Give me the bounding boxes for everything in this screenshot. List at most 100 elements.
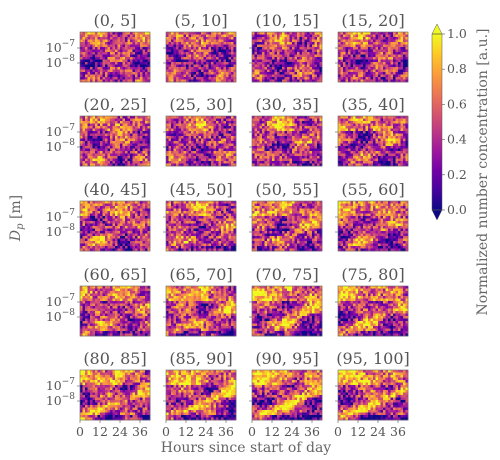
heatmap-panels: (0, 5]10−710−8(5, 10] (10, 15] (15, 20](20… <box>46 11 410 439</box>
panel-title: (75, 80] <box>341 265 404 284</box>
panel-frame <box>165 31 237 83</box>
y-axis-label-subscript: p <box>15 223 26 230</box>
panel-title: (85, 90] <box>169 349 232 368</box>
heatmap-cells <box>338 116 409 167</box>
panel: (80, 85] 10−710−8 0 12 24 36 <box>46 349 151 439</box>
panel-title: (45, 50] <box>169 180 232 199</box>
heatmap-cells <box>80 116 151 167</box>
panel-frame <box>251 285 323 337</box>
x-tick-label: 0 <box>334 424 342 439</box>
y-tick-label: 10−7 <box>46 39 75 55</box>
panel: (95, 100] 0 12 24 36 <box>334 349 410 439</box>
panel: (0, 5] 10−710−8 <box>46 11 151 83</box>
colorbar-tick-label: 0.2 <box>447 167 467 182</box>
panel-frame <box>251 200 323 252</box>
panel-title: (30, 35] <box>255 95 318 114</box>
panel: (40, 45] 10−710−8 <box>46 180 151 252</box>
colorbar-tick-label: 1.0 <box>447 26 467 41</box>
panel-title: (80, 85] <box>83 349 146 368</box>
heatmap-cells <box>80 370 151 421</box>
panel: (10, 15] <box>249 11 323 83</box>
heatmap-cells <box>338 32 409 83</box>
panel-frame <box>165 369 237 421</box>
panel-title: (15, 20] <box>341 11 404 30</box>
panel: (45, 50] <box>163 180 237 252</box>
panel: (55, 60] <box>335 180 409 252</box>
heatmap-cells <box>166 286 237 337</box>
panel-title: (60, 65] <box>83 265 146 284</box>
panel-frame <box>337 285 409 337</box>
heatmap-cells <box>252 370 323 421</box>
heatmap-cells <box>80 201 151 252</box>
panel-title: (40, 45] <box>83 180 146 199</box>
panel-title: (65, 70] <box>169 265 232 284</box>
colorbar: 0.0 0.2 0.4 0.6 0.8 1.0 Normalized number conc… <box>431 23 491 316</box>
panel-title: (55, 60] <box>341 180 404 199</box>
x-tick-label: 12 <box>350 424 366 439</box>
panel: (65, 70] <box>163 265 237 337</box>
y-tick-label: 10−8 <box>46 138 75 154</box>
panel-title: (70, 75] <box>255 265 318 284</box>
heatmap-cells <box>252 201 323 252</box>
panel: (35, 40] <box>335 95 409 167</box>
x-axis-label: Hours since start of day <box>161 440 332 456</box>
panel-title: (50, 55] <box>255 180 318 199</box>
x-tick-label: 24 <box>284 424 300 439</box>
y-axis-label: Dp [m] <box>8 195 26 242</box>
panel-frame <box>337 31 409 83</box>
panel-frame <box>79 31 151 83</box>
x-tick-label: 36 <box>132 424 148 439</box>
colorbar-tick-label: 0.8 <box>447 61 467 76</box>
y-tick-label: 10−7 <box>46 208 75 224</box>
y-axis-label-symbol: D <box>8 230 24 242</box>
x-tick-label: 0 <box>248 424 256 439</box>
x-tick-label: 36 <box>304 424 320 439</box>
x-tick-label: 36 <box>390 424 406 439</box>
panel-frame <box>251 369 323 421</box>
colorbar-frame <box>431 33 443 211</box>
panel: (15, 20] <box>335 11 409 83</box>
x-tick-label: 24 <box>198 424 214 439</box>
colorbar-extend-min <box>431 209 443 221</box>
panel-title: (10, 15] <box>255 11 318 30</box>
x-tick-label: 12 <box>178 424 194 439</box>
panel: (70, 75] <box>249 265 323 337</box>
panel-title: (5, 10] <box>174 11 227 30</box>
panel-frame <box>251 31 323 83</box>
panel-title: (95, 100] <box>336 349 410 368</box>
panel-frame <box>337 369 409 421</box>
y-tick-label: 10−8 <box>46 392 75 408</box>
y-axis-label-unit: [m] <box>8 195 24 224</box>
panel-frame <box>79 369 151 421</box>
panel-frame <box>165 115 237 167</box>
heatmap-cells <box>252 32 323 83</box>
panel-title: (90, 95] <box>255 349 318 368</box>
x-tick-label: 12 <box>264 424 280 439</box>
heatmap-cells <box>252 116 323 167</box>
panel-title: (0, 5] <box>93 11 136 30</box>
panel-title: (20, 25] <box>83 95 146 114</box>
colorbar-extend-max <box>431 23 443 35</box>
panel: (50, 55] <box>249 180 323 252</box>
panel: (25, 30] <box>163 95 237 167</box>
panel-title: (35, 40] <box>341 95 404 114</box>
y-tick-label: 10−8 <box>46 223 75 239</box>
panel-frame <box>79 200 151 252</box>
panel-title: (25, 30] <box>169 95 232 114</box>
heatmap-cells <box>166 32 237 83</box>
heatmap-cells <box>252 286 323 337</box>
panel-frame <box>79 115 151 167</box>
heatmap-cells <box>338 201 409 252</box>
colorbar-label: Normalized number concentration [a.u.] <box>475 29 491 316</box>
heatmap-cells <box>80 32 151 83</box>
x-tick-label: 36 <box>218 424 234 439</box>
panel: (60, 65] 10−710−8 <box>46 265 151 337</box>
colorbar-tick-label: 0.0 <box>447 202 467 217</box>
y-tick-label: 10−8 <box>46 54 75 70</box>
colorbar-gradient <box>432 34 442 210</box>
x-tick-label: 12 <box>92 424 108 439</box>
y-tick-label: 10−7 <box>46 293 75 309</box>
y-tick-label: 10−7 <box>46 377 75 393</box>
x-tick-label: 0 <box>162 424 170 439</box>
